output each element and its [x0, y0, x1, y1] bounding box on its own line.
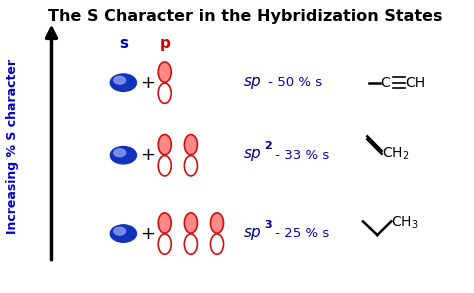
- Ellipse shape: [158, 134, 171, 155]
- Text: s: s: [119, 36, 128, 51]
- Ellipse shape: [158, 83, 171, 103]
- Ellipse shape: [184, 234, 197, 254]
- Ellipse shape: [158, 213, 171, 233]
- Text: CH: CH: [405, 76, 425, 90]
- Text: +: +: [140, 224, 155, 243]
- Text: Increasing % S character: Increasing % S character: [6, 59, 19, 234]
- Text: CH$_2$: CH$_2$: [382, 146, 409, 162]
- Text: +: +: [140, 74, 155, 92]
- Text: CH$_3$: CH$_3$: [391, 214, 419, 231]
- Circle shape: [110, 225, 137, 242]
- Text: $\mathit{sp}$: $\mathit{sp}$: [243, 147, 262, 163]
- Circle shape: [114, 149, 126, 157]
- Ellipse shape: [184, 134, 197, 155]
- Ellipse shape: [158, 156, 171, 176]
- Circle shape: [110, 146, 137, 164]
- Text: $\mathit{sp}$: $\mathit{sp}$: [243, 226, 262, 241]
- Ellipse shape: [158, 62, 171, 82]
- Ellipse shape: [184, 213, 197, 233]
- Text: p: p: [159, 36, 170, 51]
- Text: $\mathit{sp}$: $\mathit{sp}$: [243, 75, 262, 91]
- Ellipse shape: [210, 213, 224, 233]
- Circle shape: [114, 76, 126, 84]
- Text: - 25 % s: - 25 % s: [272, 227, 330, 240]
- Circle shape: [114, 227, 126, 235]
- Circle shape: [110, 74, 137, 91]
- Text: The S Character in the Hybridization States: The S Character in the Hybridization Sta…: [48, 9, 443, 24]
- Ellipse shape: [184, 156, 197, 176]
- Text: +: +: [140, 146, 155, 164]
- Ellipse shape: [158, 234, 171, 254]
- Text: - 50 % s: - 50 % s: [264, 76, 322, 89]
- Text: C: C: [380, 76, 390, 90]
- Text: 2: 2: [264, 142, 272, 151]
- Text: - 33 % s: - 33 % s: [272, 149, 330, 162]
- Ellipse shape: [210, 234, 224, 254]
- Text: 3: 3: [264, 220, 272, 230]
